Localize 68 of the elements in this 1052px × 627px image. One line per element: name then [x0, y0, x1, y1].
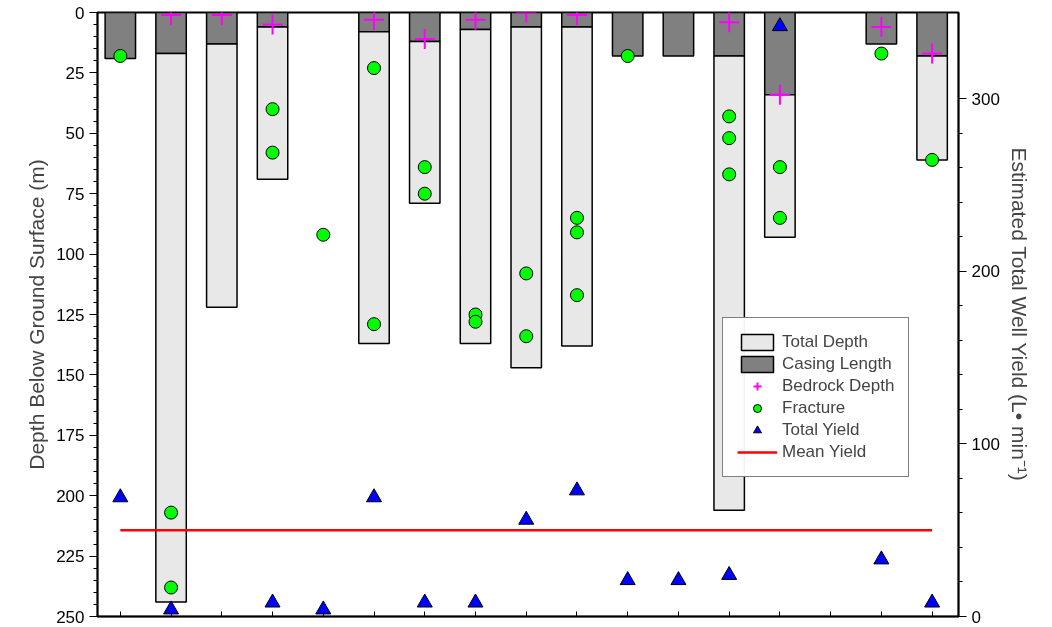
point	[620, 49, 635, 63]
point	[722, 131, 737, 146]
y2-tick-label: 200	[971, 262, 1000, 282]
point	[721, 565, 738, 580]
y-tick-label: 25	[65, 63, 85, 83]
point	[164, 580, 179, 595]
legend-label: Total Yield	[782, 420, 860, 440]
point	[772, 210, 787, 225]
point	[113, 49, 128, 63]
y-tick-label: 50	[65, 124, 85, 144]
point	[265, 145, 280, 160]
point	[873, 550, 890, 565]
point	[363, 12, 386, 31]
point	[569, 210, 584, 225]
point	[568, 481, 585, 496]
point	[265, 102, 280, 117]
point	[315, 600, 332, 615]
y-tick-label: 125	[56, 305, 85, 325]
point	[316, 227, 331, 242]
y-tick-label: 75	[65, 184, 85, 204]
point	[413, 28, 436, 51]
y-tick-label: 0	[75, 3, 85, 23]
legend-label: Total Depth	[782, 332, 868, 352]
point	[921, 42, 944, 65]
point	[768, 83, 791, 106]
point	[264, 593, 281, 608]
point	[771, 17, 788, 32]
point	[417, 160, 432, 175]
point	[464, 12, 487, 31]
point	[924, 593, 941, 608]
point	[367, 61, 382, 76]
point	[772, 160, 787, 175]
y-tick-label: 200	[56, 486, 85, 506]
legend-label: Bedrock Depth	[782, 376, 895, 396]
point	[164, 505, 179, 520]
point	[367, 317, 382, 332]
point	[468, 314, 483, 329]
y-axis-title: Depth Below Ground Surface (m)	[25, 159, 49, 470]
legend-label: Mean Yield	[782, 442, 867, 462]
point	[261, 13, 284, 36]
point	[366, 488, 383, 503]
y-tick-label: 250	[56, 607, 85, 627]
point	[619, 571, 636, 586]
y-tick-label: 100	[56, 245, 85, 265]
y2-tick-label: 100	[971, 434, 1000, 454]
point	[518, 510, 535, 525]
point	[519, 266, 534, 281]
legend-label: Fracture	[782, 398, 846, 418]
point	[722, 167, 737, 182]
point	[467, 593, 484, 608]
point	[670, 571, 687, 586]
point	[925, 152, 940, 167]
point	[569, 225, 584, 240]
point	[519, 329, 534, 344]
point	[163, 600, 180, 615]
y-tick-label: 175	[56, 426, 85, 446]
point	[417, 186, 432, 201]
y2-tick-label: 0	[971, 607, 981, 627]
point	[416, 593, 433, 608]
point	[112, 488, 129, 503]
legend-label: Casing Length	[782, 354, 892, 374]
point	[569, 288, 584, 303]
point	[874, 46, 889, 61]
y-tick-label: 225	[56, 547, 85, 567]
y2-axis-title: Estimated Total Well Yield (L• min⁻¹)	[1007, 147, 1031, 481]
point	[722, 109, 737, 124]
y2-tick-label: 300	[971, 89, 1000, 109]
y-tick-label: 150	[56, 365, 85, 385]
